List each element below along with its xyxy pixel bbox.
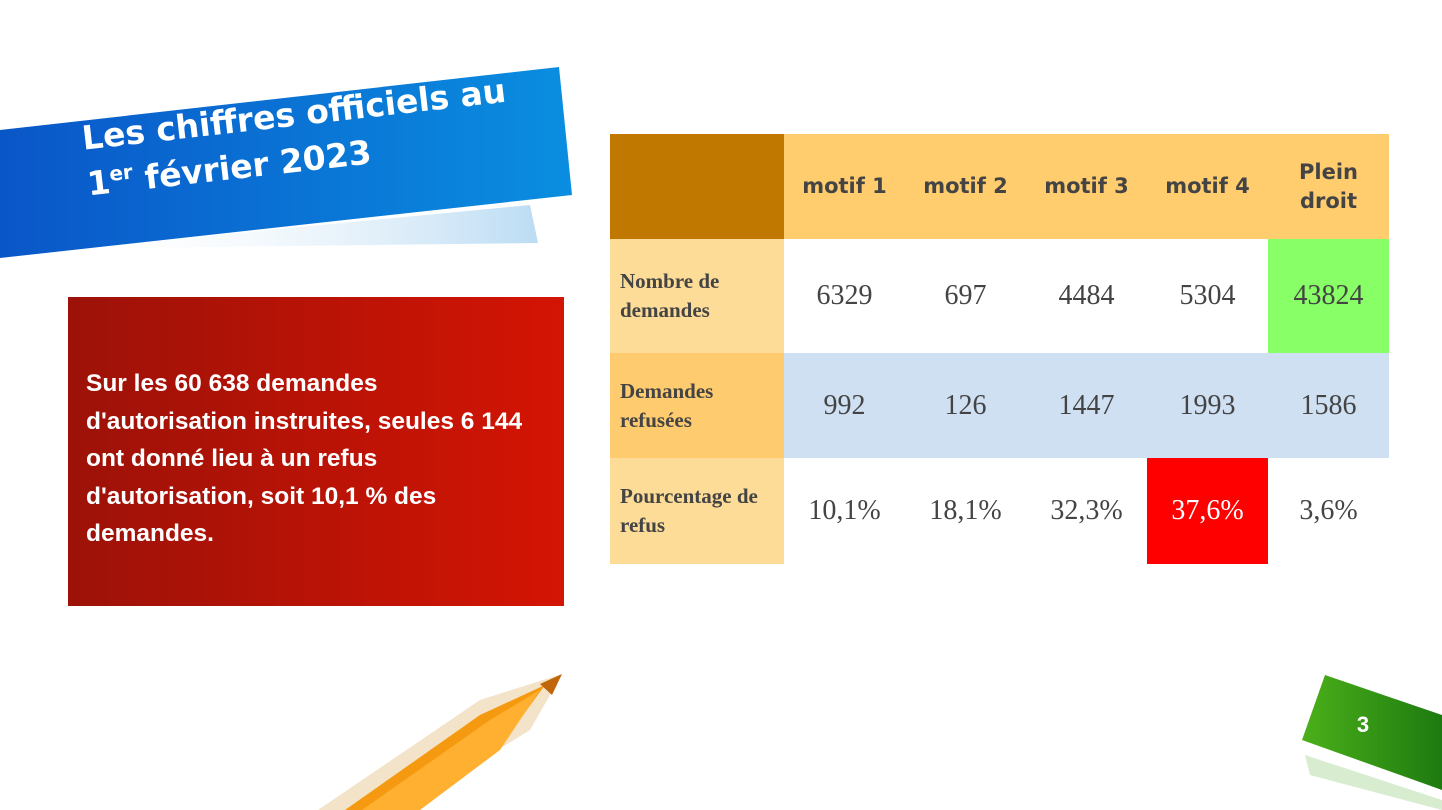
table-row: Nombre de demandes 6329 697 4484 5304 43824 [610,239,1389,353]
header-cell: motif 3 [1026,134,1147,239]
page-tab [1302,675,1442,790]
page-number: 3 [1356,712,1370,737]
header-cell: motif 2 [905,134,1026,239]
banner-shadow [60,205,538,250]
table-cell: 10,1% [784,458,905,564]
table-cell: 126 [905,353,1026,458]
row-label: Demandes refusées [610,353,784,458]
table-cell: 32,3% [1026,458,1147,564]
table-cell: 992 [784,353,905,458]
summary-text: Sur les 60 638 demandes d'autorisation i… [86,370,523,547]
table-cell: 1586 [1268,353,1389,458]
table-cell: 37,6% [1147,458,1268,564]
header-cell: motif 1 [784,134,905,239]
pencil-body [362,690,540,810]
row-label: Pourcentage de refus [610,458,784,564]
title-banner [0,67,572,258]
table-cell: 6329 [784,239,905,353]
table-cell: 3,6% [1268,458,1389,564]
header-cell: motif 4 [1147,134,1268,239]
table-cell: 4484 [1026,239,1147,353]
table-cell: 1993 [1147,353,1268,458]
pencil-body [345,685,545,810]
corner-cell [610,134,784,239]
stats-table: motif 1 motif 2 motif 3 motif 4 Plein droit N… [610,134,1389,564]
table-cell: 697 [905,239,1026,353]
header-cell: Plein droit [1268,134,1389,239]
tab-shadow [1305,755,1442,810]
row-label: Nombre de demandes [610,239,784,353]
table-cell: 43824 [1268,239,1389,353]
table-cell: 18,1% [905,458,1026,564]
table-row: Pourcentage de refus 10,1% 18,1% 32,3% 37,6%… [610,458,1389,564]
table-row: Demandes refusées 992 126 1447 1993 1586 [610,353,1389,458]
table-cell: 1447 [1026,353,1147,458]
header-row: motif 1 motif 2 motif 3 motif 4 Plein droit [610,134,1389,239]
summary-box: Sur les 60 638 demandes d'autorisation i… [68,297,564,606]
table-cell: 5304 [1147,239,1268,353]
pencil-tip [540,674,562,695]
title-sup: er [107,159,134,186]
